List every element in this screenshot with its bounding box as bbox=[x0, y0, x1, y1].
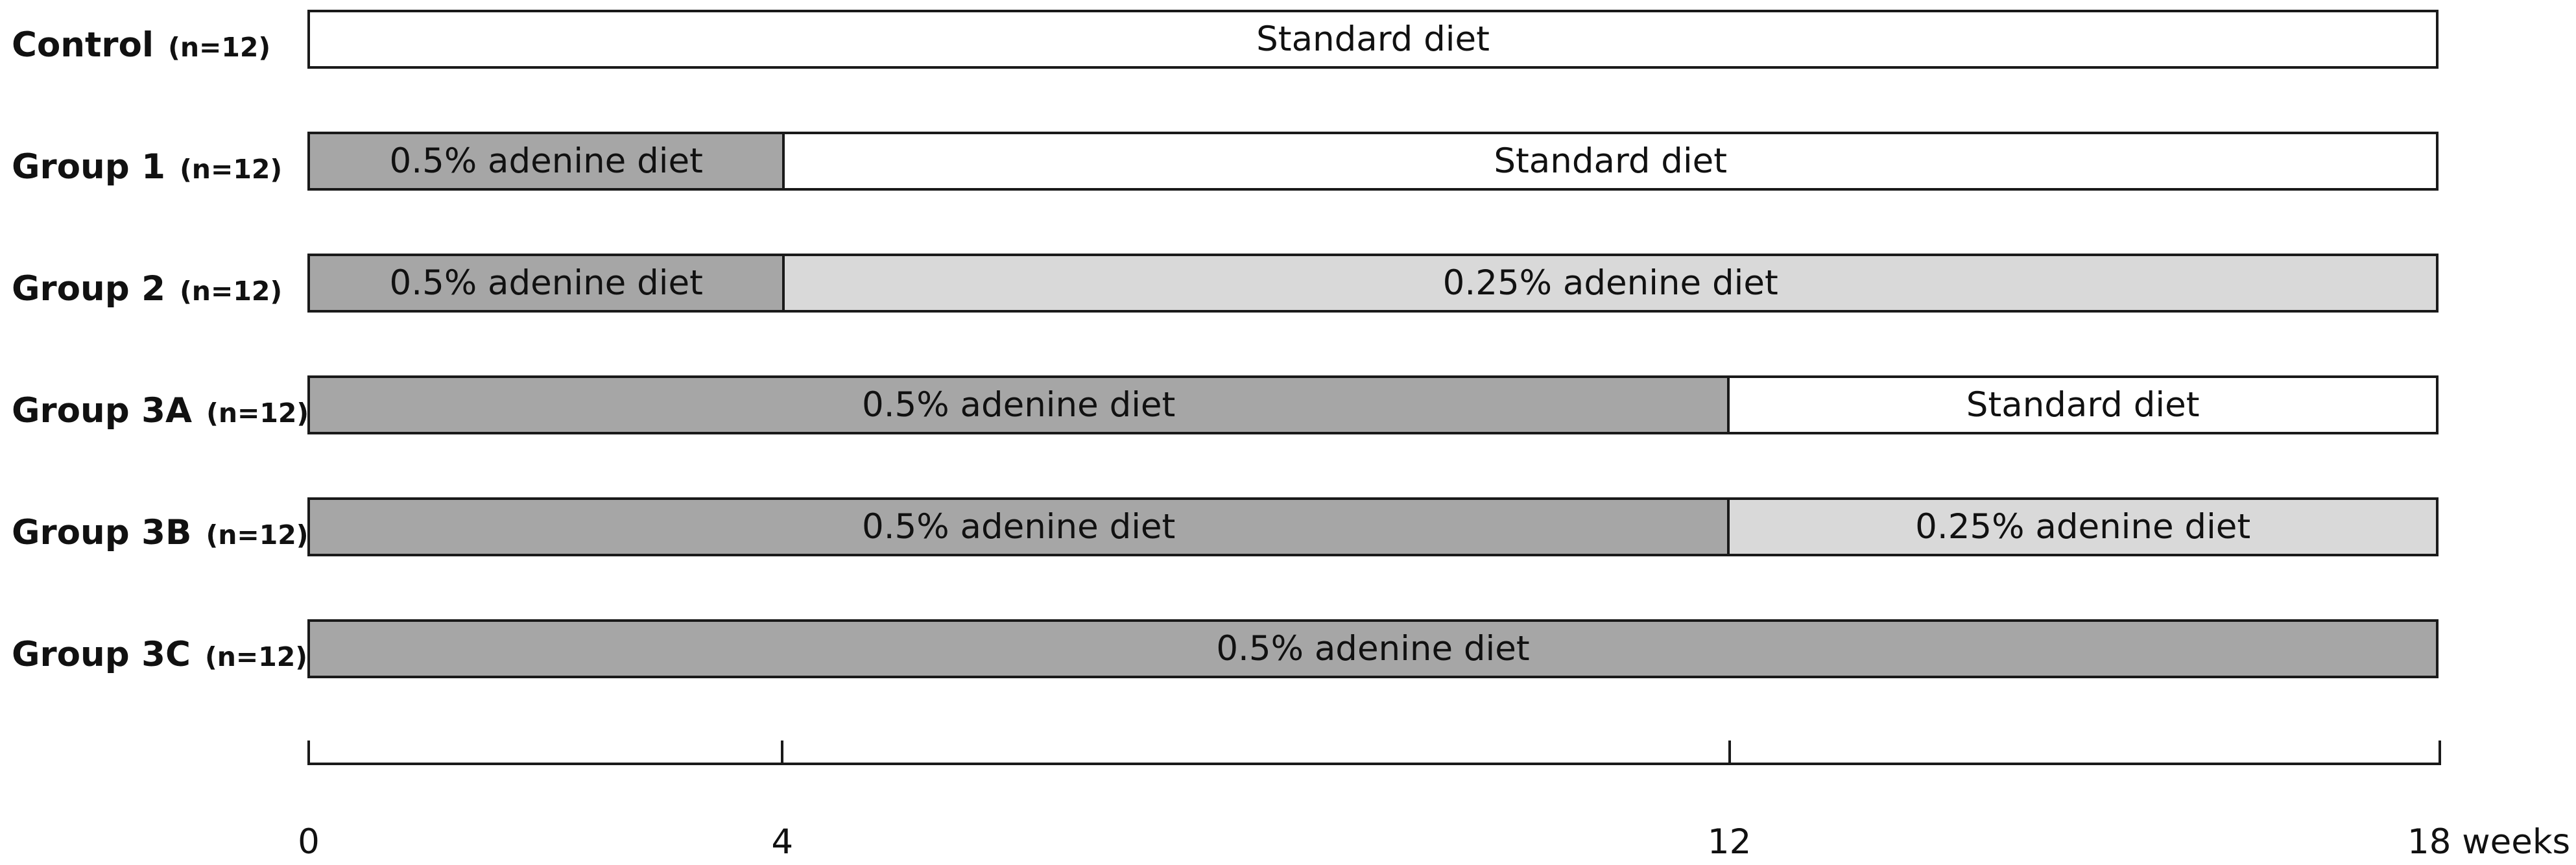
group-label: Group 3B (n=12) bbox=[12, 515, 309, 550]
timeline-tick bbox=[307, 741, 310, 765]
group-label: Group 1 (n=12) bbox=[12, 150, 282, 184]
timeline-tick-label: 0 bbox=[298, 822, 320, 862]
group-n: (n=12) bbox=[206, 397, 309, 429]
diet-segment: 0.5% adenine diet bbox=[310, 134, 783, 188]
diet-segment: Standard diet bbox=[310, 12, 2436, 66]
group-name: Group 3C bbox=[12, 635, 191, 674]
group-label: Group 2 (n=12) bbox=[12, 272, 282, 306]
group-name: Group 3A bbox=[12, 391, 193, 431]
group-n: (n=12) bbox=[168, 32, 271, 63]
group-label: Group 3C (n=12) bbox=[12, 637, 307, 672]
diet-segment: Standard diet bbox=[1727, 378, 2436, 432]
timeline-axis bbox=[307, 763, 2441, 765]
group-name: Control bbox=[12, 25, 154, 65]
diet-segment: 0.25% adenine diet bbox=[1727, 500, 2436, 554]
group-name: Group 1 bbox=[12, 147, 166, 187]
group-n: (n=12) bbox=[180, 154, 283, 185]
diet-segment: 0.5% adenine diet bbox=[310, 500, 1728, 554]
group-name: Group 2 bbox=[12, 269, 166, 309]
diet-segment: 0.5% adenine diet bbox=[310, 256, 783, 310]
timeline-tick-label: 4 bbox=[771, 822, 794, 862]
diet-bar: 0.5% adenine diet Standard diet bbox=[307, 132, 2439, 191]
group-name: Group 3B bbox=[12, 513, 192, 552]
diet-segment: 0.25% adenine diet bbox=[782, 256, 2436, 310]
diet-segment: 0.5% adenine diet bbox=[310, 378, 1728, 432]
timeline-tick bbox=[781, 741, 784, 765]
diet-bar: Standard diet bbox=[307, 10, 2439, 69]
diet-bar: 0.5% adenine diet 0.25% adenine diet bbox=[307, 254, 2439, 313]
group-n: (n=12) bbox=[180, 276, 283, 307]
group-n: (n=12) bbox=[204, 641, 308, 672]
group-label: Group 3A (n=12) bbox=[12, 394, 309, 428]
group-n: (n=12) bbox=[206, 519, 309, 551]
timeline-tick-label: 18 weeks bbox=[2407, 822, 2571, 862]
diet-bar: 0.5% adenine diet 0.25% adenine diet bbox=[307, 497, 2439, 556]
diet-bar: 0.5% adenine diet bbox=[307, 619, 2439, 678]
diet-segment: Standard diet bbox=[782, 134, 2436, 188]
diet-bar: 0.5% adenine diet Standard diet bbox=[307, 375, 2439, 434]
group-label: Control (n=12) bbox=[12, 28, 270, 62]
timeline-tick-label: 12 bbox=[1707, 822, 1752, 862]
diet-segment: 0.5% adenine diet bbox=[310, 622, 2436, 676]
timeline-tick bbox=[1728, 741, 1731, 765]
timeline-tick bbox=[2439, 741, 2441, 765]
